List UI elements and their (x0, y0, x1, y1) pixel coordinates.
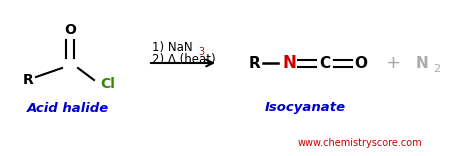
Text: N: N (282, 54, 296, 72)
Text: N: N (416, 56, 428, 71)
Text: R: R (23, 73, 33, 87)
Text: Acid halide: Acid halide (27, 102, 109, 115)
Text: R: R (249, 56, 261, 71)
Text: 1) NaN: 1) NaN (152, 41, 192, 54)
Text: +: + (385, 54, 401, 72)
Text: Cl: Cl (100, 77, 116, 91)
Text: O: O (64, 23, 76, 37)
Text: O: O (355, 56, 367, 71)
Text: Isocyanate: Isocyanate (264, 102, 346, 115)
Text: www.chemistryscore.com: www.chemistryscore.com (298, 138, 422, 148)
Text: 2: 2 (433, 64, 440, 74)
Text: 3: 3 (198, 47, 204, 57)
Text: 2) Δ (heat): 2) Δ (heat) (152, 53, 216, 66)
Text: C: C (319, 56, 330, 71)
